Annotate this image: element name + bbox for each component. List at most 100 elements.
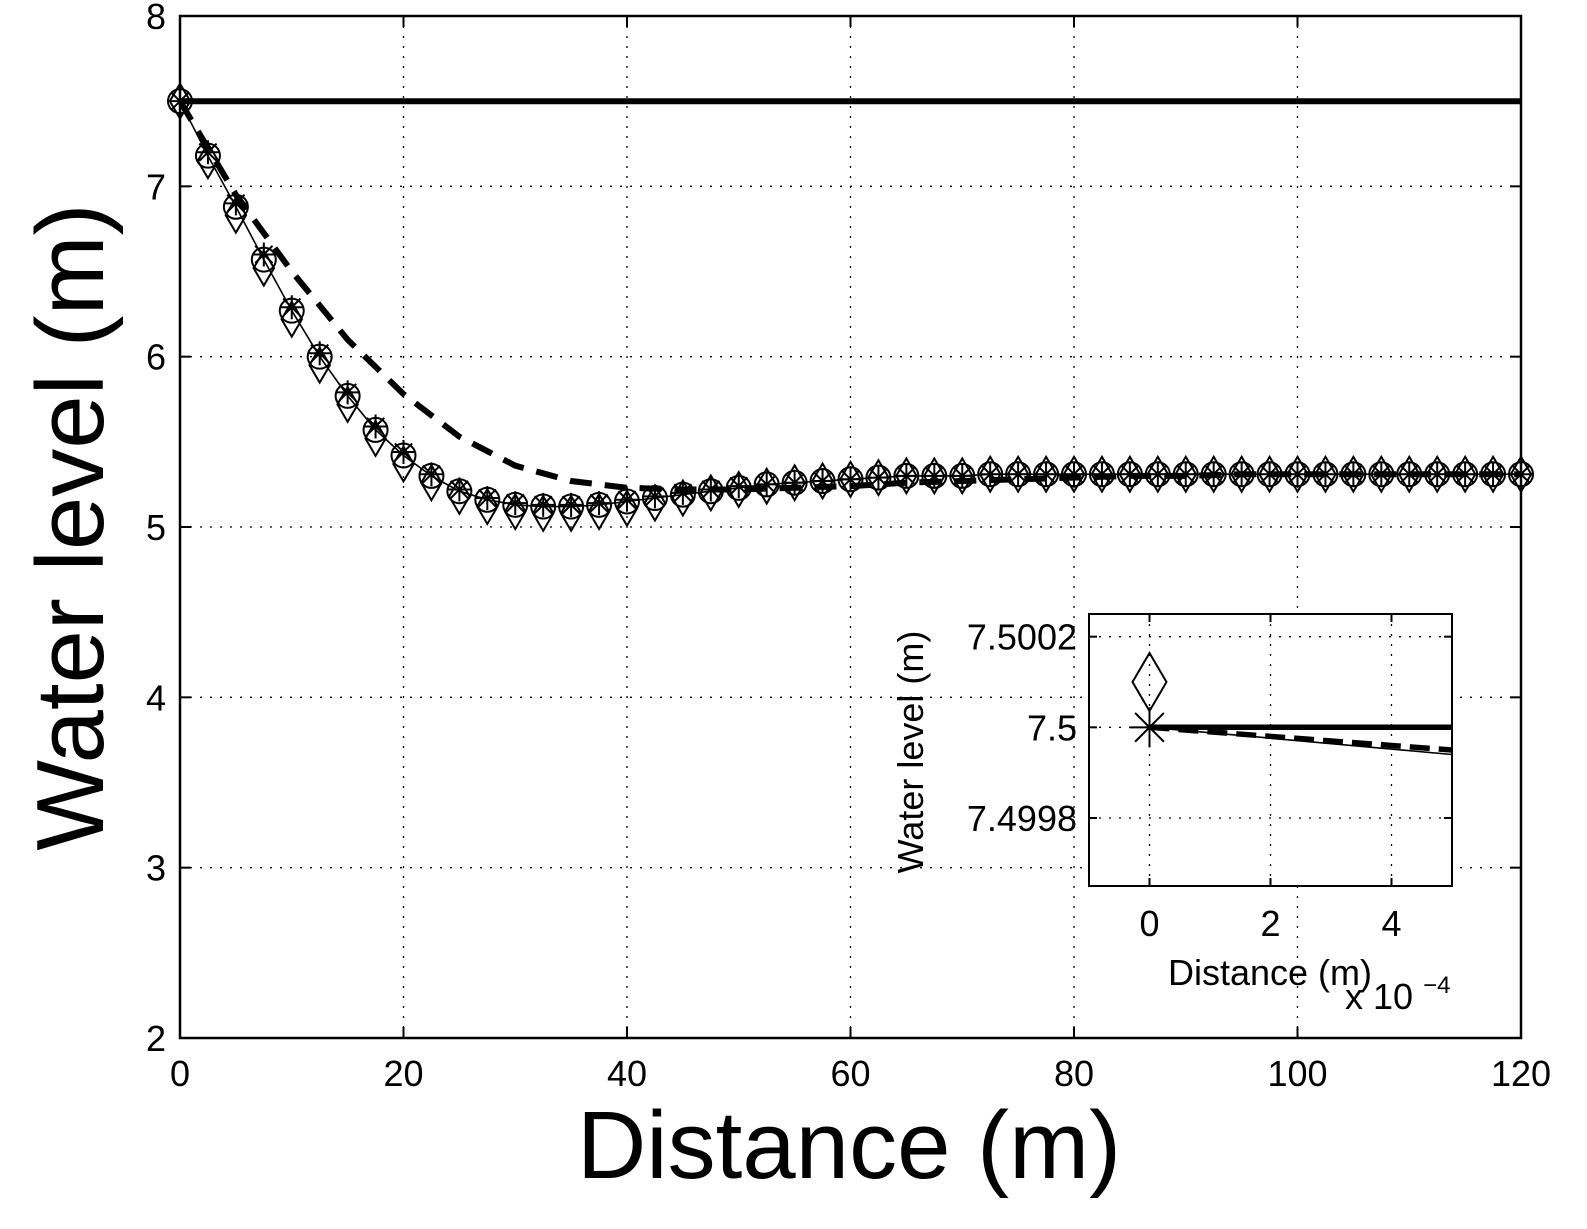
inset-series-clip-group	[1129, 651, 1452, 756]
main-series-clip-group	[167, 81, 1534, 533]
x-tick-label: 4	[1381, 903, 1401, 944]
inset-chart: 0 2 4 7.4998 7.5 7.5002 Distance (m) Water le…	[890, 613, 1453, 1017]
marker-asterisk-point	[670, 480, 695, 505]
x-tick-label: 0	[1139, 903, 1159, 944]
y-tick-label: 7.5	[1027, 707, 1077, 748]
marker-diamond-point	[503, 492, 527, 532]
marker-diamond-point	[420, 463, 443, 503]
marker-asterisk-point	[922, 463, 947, 488]
marker-asterisk-point	[782, 470, 807, 495]
marker-asterisk-point	[279, 295, 304, 320]
marker-asterisk-point	[698, 477, 723, 502]
marker-asterisk-point	[642, 484, 667, 509]
marker-diamond-point	[587, 492, 611, 532]
marker-diamond-point	[643, 483, 667, 523]
marker-diamond-point	[448, 476, 471, 516]
marker-asterisk-point	[391, 440, 416, 465]
marker-asterisk-point	[1453, 462, 1478, 487]
marker-asterisk-point	[363, 414, 388, 439]
inset-x-multiplier: x 10 −4	[1345, 972, 1450, 1017]
marker-asterisk-point	[559, 492, 584, 517]
marker-asterisk-point	[1257, 462, 1282, 487]
marker-asterisk-point	[335, 380, 360, 405]
marker-asterisk-point	[894, 463, 919, 488]
marker-asterisk-point	[754, 472, 779, 497]
inset-background	[1089, 614, 1452, 886]
x-tick-label: 100	[1267, 1053, 1327, 1094]
marker-asterisk-point	[1397, 462, 1422, 487]
main-x-axis-label: Distance (m)	[577, 1092, 1121, 1199]
y-tick-label: 2	[146, 1018, 166, 1059]
y-tick-label: 4	[146, 677, 166, 718]
x-tick-label: 60	[830, 1053, 870, 1094]
marker-diamond-point	[559, 493, 583, 533]
marker-asterisk-point	[726, 474, 751, 499]
y-tick-label: 7.5002	[967, 617, 1077, 658]
x-tick-label: 20	[383, 1053, 423, 1094]
marker-asterisk-point	[1229, 462, 1254, 487]
x-tick-label: 120	[1491, 1053, 1551, 1094]
y-tick-label: 6	[146, 337, 166, 378]
marker-asterisk-point	[1369, 462, 1394, 487]
marker-asterisk-point	[587, 491, 612, 516]
x-tick-label: 80	[1054, 1053, 1094, 1094]
inset-y-axis-label: Water level (m)	[890, 631, 931, 874]
marker-diamond-point	[615, 488, 639, 528]
marker-asterisk-point	[1201, 462, 1226, 487]
inset-x-axis-label: Distance (m)	[1168, 952, 1372, 993]
x-tick-label: 0	[170, 1053, 190, 1094]
series-markers-4	[1129, 707, 1170, 748]
inset-x-multiplier-exponent: −4	[1423, 972, 1450, 999]
marker-asterisk-point	[615, 487, 639, 512]
main-y-axis-label: Water level (m)	[17, 203, 124, 850]
y-tick-label: 8	[146, 0, 166, 37]
y-tick-label: 3	[146, 848, 166, 889]
marker-asterisk-point	[307, 341, 332, 366]
marker-diamond-point	[755, 466, 779, 506]
marker-asterisk-point	[1129, 707, 1170, 748]
marker-asterisk-point	[950, 463, 975, 488]
marker-diamond-point	[531, 493, 555, 533]
marker-asterisk-point	[838, 467, 863, 492]
marker-asterisk-point	[1145, 462, 1170, 487]
marker-diamond-point	[196, 141, 220, 181]
marker-asterisk-point	[978, 462, 1003, 487]
inset-ticks: 0 2 4 7.4998 7.5 7.5002	[967, 614, 1452, 944]
marker-asterisk-point	[475, 486, 500, 511]
y-tick-label: 7.4998	[967, 798, 1077, 839]
marker-asterisk-point	[1341, 462, 1366, 487]
marker-asterisk-point	[251, 242, 276, 267]
marker-asterisk-point	[1285, 462, 1310, 487]
marker-asterisk-point	[447, 477, 472, 502]
marker-asterisk-point	[866, 465, 891, 490]
y-tick-label: 7	[146, 166, 166, 207]
marker-asterisk-point	[223, 191, 248, 216]
marker-asterisk-point	[195, 140, 220, 165]
marker-diamond-point	[699, 473, 723, 513]
series-markers-5	[168, 89, 1533, 517]
y-tick-label: 5	[146, 507, 166, 548]
marker-asterisk-point	[1313, 462, 1338, 487]
marker-asterisk-point	[810, 469, 835, 494]
marker-asterisk-point	[1425, 462, 1450, 487]
marker-asterisk-point	[1481, 462, 1506, 487]
marker-diamond-point	[727, 470, 751, 509]
series-line-dashed	[1149, 724, 1452, 753]
marker-asterisk-point	[1062, 462, 1086, 487]
main-series	[167, 81, 1534, 533]
x-tick-label: 40	[607, 1053, 647, 1094]
marker-asterisk-point	[1034, 462, 1059, 487]
marker-asterisk-point	[1173, 462, 1198, 487]
marker-asterisk-point	[531, 492, 556, 517]
x-tick-label: 2	[1260, 903, 1280, 944]
marker-asterisk-point	[1006, 462, 1031, 487]
marker-asterisk-point	[1117, 462, 1142, 487]
marker-asterisk-point	[503, 491, 528, 516]
marker-asterisk-point	[419, 462, 444, 487]
inset-series	[1129, 651, 1452, 756]
marker-asterisk-point	[1089, 462, 1114, 487]
inset-x-multiplier-base: x 10	[1345, 976, 1413, 1017]
